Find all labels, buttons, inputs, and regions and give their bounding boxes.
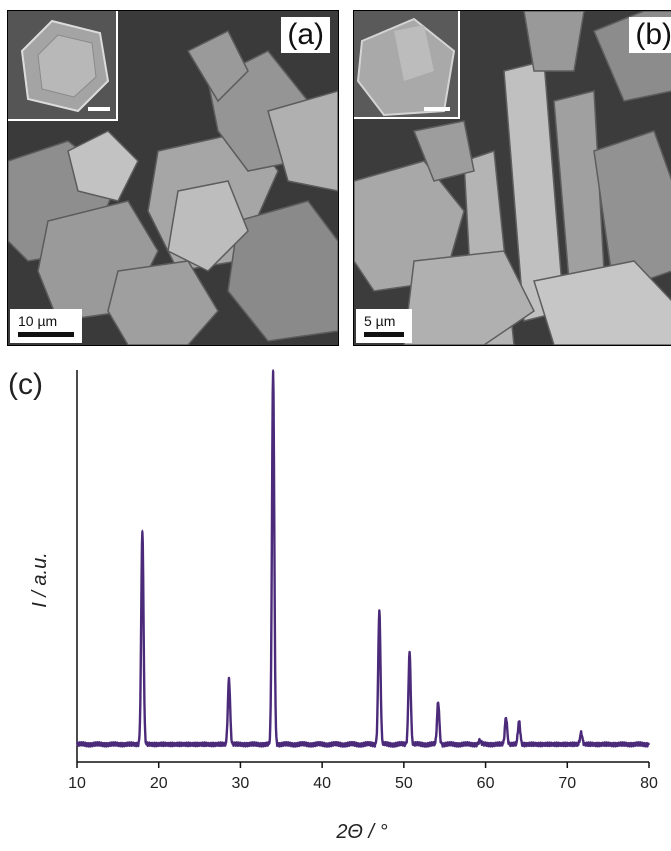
inset-image-a — [8, 11, 118, 121]
x-tick-label: 20 — [150, 775, 168, 792]
peak-mark — [408, 651, 411, 654]
scale-bar-label-b: 5 µm — [364, 313, 396, 329]
peak-mark — [437, 701, 439, 704]
peak-mark — [580, 732, 582, 734]
peak-mark — [228, 678, 230, 681]
x-tick-label: 30 — [232, 775, 250, 792]
peak-mark — [141, 529, 144, 532]
y-axis-label: I / a.u. — [29, 552, 51, 608]
panel-label-a: (a) — [281, 17, 330, 53]
x-tick-label: 10 — [68, 775, 86, 792]
inset-scale-bar-a — [88, 107, 110, 111]
x-tick-label: 40 — [313, 775, 331, 792]
inset-image-b — [354, 11, 460, 119]
sem-image-a: (a) 10 µm — [7, 10, 339, 346]
inset-crystal-a-graphic — [8, 11, 116, 119]
peak-mark — [272, 369, 274, 371]
inset-scale-bar-b — [424, 107, 450, 111]
plot-area: 10 20 30 40 50 60 70 80 — [68, 369, 658, 792]
x-tick-label: 80 — [640, 775, 658, 792]
peak-mark — [640, 743, 642, 746]
panel-label-b: (b) — [629, 17, 671, 53]
peak-mark — [518, 720, 520, 723]
scale-bar-a — [18, 332, 74, 337]
peak-mark — [505, 716, 507, 719]
sem-image-b: (b) 5 µm — [353, 10, 671, 346]
x-axis-label: 2Θ / ° — [335, 821, 387, 843]
sem-crystals-a-graphic — [8, 11, 338, 345]
x-tick-label: 70 — [558, 775, 576, 792]
scale-bar-box-b: 5 µm — [356, 309, 412, 343]
xrd-series-line — [75, 370, 651, 748]
peak-mark — [378, 609, 381, 612]
peak-mark — [479, 739, 481, 742]
scale-bar-label-a: 10 µm — [18, 313, 58, 329]
xrd-chart: (c) 10 20 30 40 50 60 70 80 I / a.u. 2Θ / ° — [8, 368, 658, 843]
panel-label-c: (c) — [8, 368, 43, 401]
x-tick-label: 60 — [477, 775, 495, 792]
inset-crystal-b-graphic — [354, 11, 458, 117]
x-tick-label: 50 — [395, 775, 413, 792]
scale-bar-b — [364, 332, 404, 337]
scale-bar-box-a: 10 µm — [10, 309, 82, 343]
